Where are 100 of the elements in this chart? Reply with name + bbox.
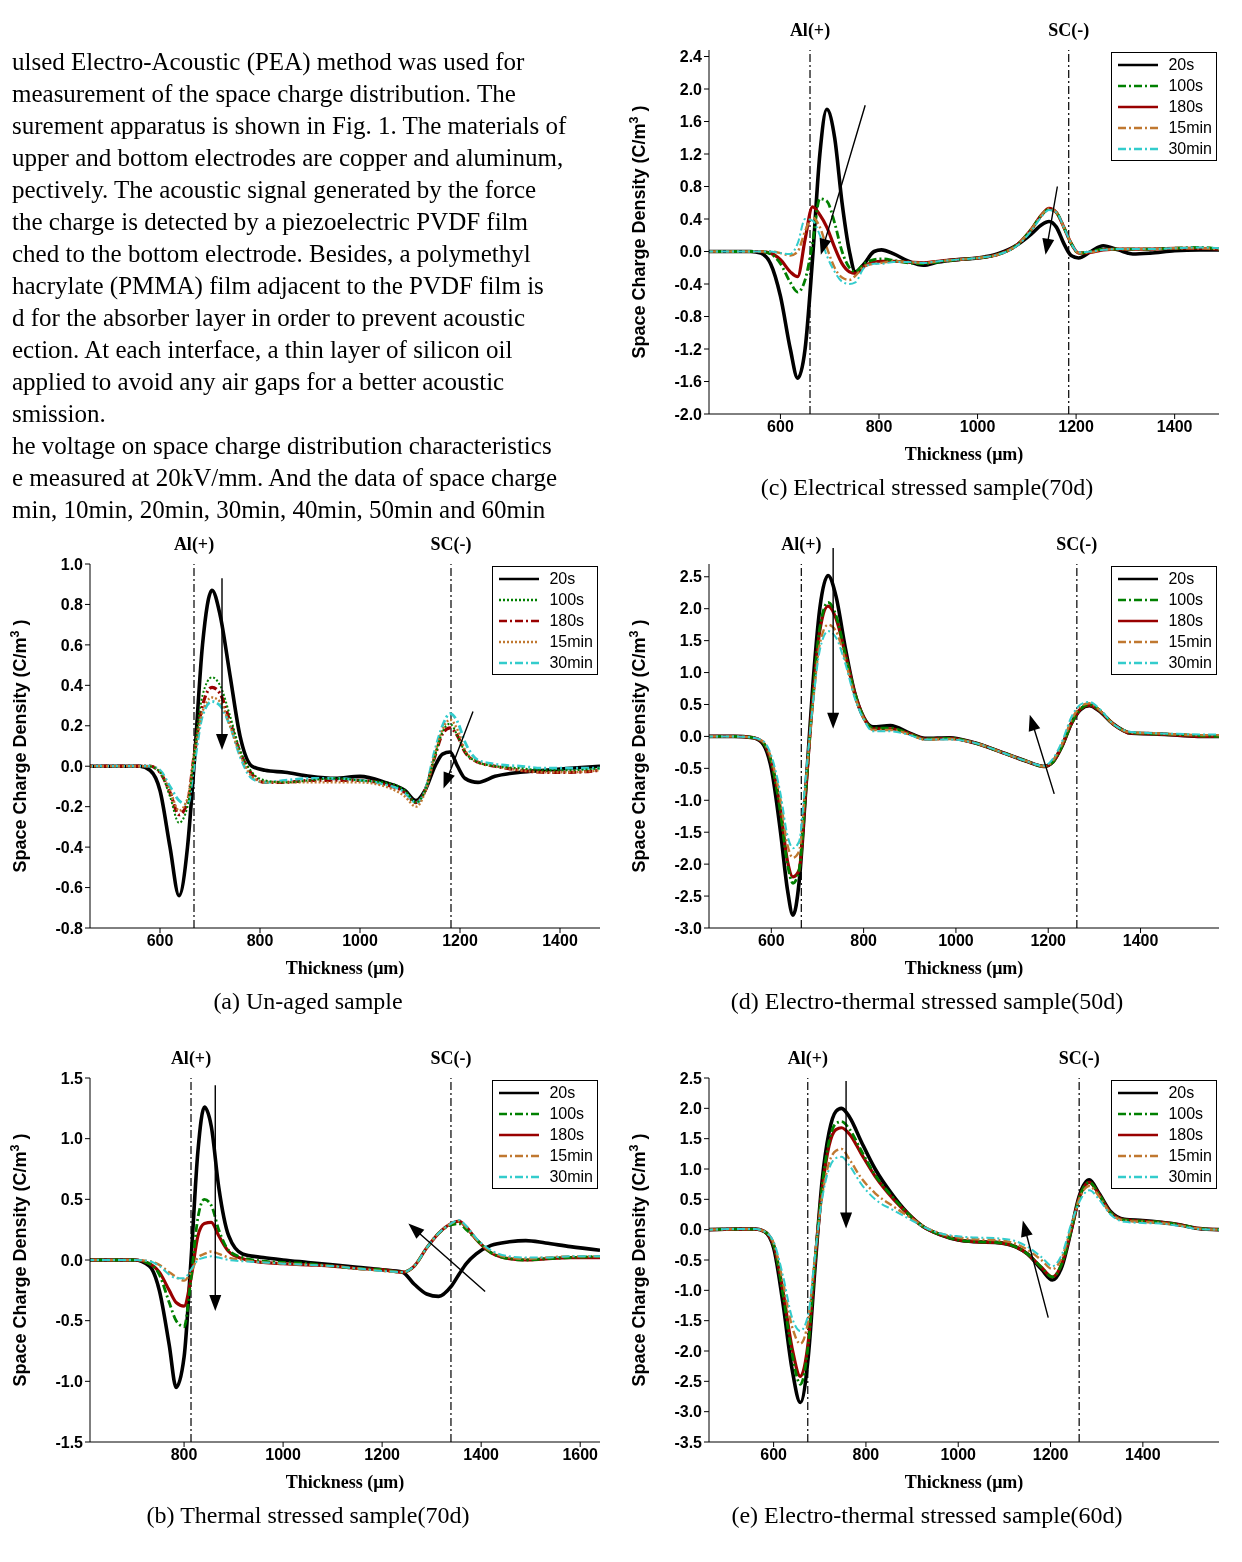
legend-label: 20s xyxy=(1168,569,1195,588)
legend-label: 100s xyxy=(1168,1104,1204,1123)
x-tick-label: 1200 xyxy=(442,932,478,950)
y-tick-label: 0.8 xyxy=(679,178,703,196)
ref-line-label: SC(-) xyxy=(1048,20,1090,41)
x-tick-label: 1000 xyxy=(342,932,378,950)
x-axis-title: Thickness (μm) xyxy=(904,958,1024,979)
x-tick-label: 1200 xyxy=(364,1446,401,1464)
legend-label: 100s xyxy=(549,1104,585,1123)
ref-line-label: SC(-) xyxy=(430,534,472,555)
y-tick-label: -2.0 xyxy=(674,1342,703,1360)
legend-label: 30min xyxy=(1168,139,1212,158)
ref-line-label: Al(+) xyxy=(789,20,831,41)
x-tick-label: 1400 xyxy=(1122,932,1159,950)
legend-label: 30min xyxy=(1168,1167,1212,1186)
y-tick-label: -3.0 xyxy=(674,1403,703,1421)
y-tick-label: -0.8 xyxy=(674,308,703,326)
y-tick-label: 1.5 xyxy=(60,1069,84,1087)
x-tick-label: 600 xyxy=(146,932,174,950)
legend-label: 180s xyxy=(1168,1125,1204,1144)
legend-label: 20s xyxy=(1168,55,1195,74)
ref-line-label: Al(+) xyxy=(781,534,822,555)
y-tick-label: -0.5 xyxy=(55,1312,84,1330)
y-tick-label: -1.0 xyxy=(674,1282,703,1300)
y-tick-label: 1.5 xyxy=(679,632,703,650)
x-tick-label: 1000 xyxy=(940,1446,977,1464)
y-tick-label: 0.6 xyxy=(60,636,84,654)
y-tick-label: -1.0 xyxy=(674,791,703,809)
y-tick-label: 1.0 xyxy=(60,555,84,573)
y-tick-label: -2.5 xyxy=(674,887,703,905)
y-tick-label: 2.0 xyxy=(679,80,703,98)
x-axis-title: Thickness (μm) xyxy=(285,958,405,979)
ref-line-label: Al(+) xyxy=(173,534,215,555)
text: ched to the bottom electrode. Besides, a polymethyl xyxy=(12,239,532,269)
x-tick-label: 1400 xyxy=(1156,418,1193,436)
y-tick-label: -0.8 xyxy=(55,919,84,937)
y-tick-label: -2.0 xyxy=(674,855,703,873)
y-tick-label: 2.4 xyxy=(679,48,703,66)
ref-line-label: Al(+) xyxy=(170,1048,212,1069)
x-tick-label: 1600 xyxy=(562,1446,599,1464)
legend-label: 30min xyxy=(549,653,593,672)
x-tick-label: 1200 xyxy=(1058,418,1094,436)
text: the charge is detected by a piezoelectric PVDF film xyxy=(12,207,529,237)
y-tick-label: 1.0 xyxy=(679,1160,703,1178)
y-tick-label: -3.5 xyxy=(674,1433,703,1451)
y-tick-label: -1.5 xyxy=(55,1433,84,1451)
text: surement apparatus is shown in Fig. 1. The materials of xyxy=(12,111,568,141)
y-tick-label: 0.2 xyxy=(60,717,84,735)
text: (e) Electro-thermal stressed sample(60d) xyxy=(730,1502,1124,1529)
x-tick-label: 1400 xyxy=(1125,1446,1161,1464)
y-tick-label: 1.2 xyxy=(679,145,703,163)
text: ection. At each interface, a thin layer of silicon oil xyxy=(12,335,514,365)
legend-label: 15min xyxy=(1168,1146,1212,1165)
y-tick-label: -0.5 xyxy=(674,1251,703,1269)
y-tick-label: 0.5 xyxy=(679,1191,703,1209)
x-axis-title: Thickness (μm) xyxy=(904,1472,1024,1493)
x-tick-label: 800 xyxy=(246,932,274,950)
y-tick-label: 1.5 xyxy=(679,1130,703,1148)
y-tick-label: 0.0 xyxy=(679,728,703,746)
legend-label: 20s xyxy=(549,569,576,588)
legend-label: 100s xyxy=(549,590,585,609)
x-tick-label: 800 xyxy=(170,1446,198,1464)
x-tick-label: 600 xyxy=(757,932,785,950)
text: measurement of the space charge distribution. The xyxy=(12,79,517,109)
x-axis-title: Thickness (μm) xyxy=(285,1472,405,1493)
legend-label: 180s xyxy=(549,611,585,630)
y-tick-label: 1.0 xyxy=(60,1130,84,1148)
x-tick-label: 1400 xyxy=(463,1446,500,1464)
legend-label: 100s xyxy=(1168,76,1204,95)
x-tick-label: 1400 xyxy=(542,932,578,950)
y-tick-label: 0.0 xyxy=(679,1221,703,1239)
x-tick-label: 800 xyxy=(852,1446,880,1464)
y-tick-label: 0.0 xyxy=(60,1251,84,1269)
y-tick-label: 0.4 xyxy=(679,210,703,228)
y-tick-label: 0.0 xyxy=(60,757,84,775)
legend-label: 180s xyxy=(1168,611,1204,630)
y-tick-label: -2.0 xyxy=(674,405,703,423)
legend-label: 180s xyxy=(549,1125,585,1144)
text: d for the absorber layer in order to prevent acoustic xyxy=(12,303,526,333)
y-tick-label: 0.4 xyxy=(60,677,84,695)
y-tick-label: -1.2 xyxy=(674,340,703,358)
y-tick-label: -2.5 xyxy=(674,1373,703,1391)
text: (d) Electro-thermal stressed sample(50d) xyxy=(729,988,1125,1015)
ref-line-label: SC(-) xyxy=(430,1048,472,1069)
y-tick-label: -0.4 xyxy=(55,838,84,856)
y-tick-label: 2.0 xyxy=(679,600,703,618)
y-tick-label: -0.5 xyxy=(674,760,703,778)
x-axis-title: Thickness (μm) xyxy=(904,444,1024,465)
ref-line-label: SC(-) xyxy=(1056,534,1098,555)
x-tick-label: 800 xyxy=(865,418,893,436)
text: applied to avoid any air gaps for a better acoustic xyxy=(12,367,506,397)
y-tick-label: -1.5 xyxy=(674,1312,703,1330)
y-tick-label: -0.4 xyxy=(674,275,703,293)
x-tick-label: 1000 xyxy=(938,932,974,950)
legend-label: 180s xyxy=(1168,97,1204,116)
text: (a) Un-aged sample xyxy=(212,988,404,1015)
text: (b) Thermal stressed sample(70d) xyxy=(145,1502,471,1529)
legend-label: 100s xyxy=(1168,590,1204,609)
text: ulsed Electro-Acoustic (PEA) method was used for xyxy=(12,47,526,78)
y-tick-label: -3.0 xyxy=(674,919,703,937)
